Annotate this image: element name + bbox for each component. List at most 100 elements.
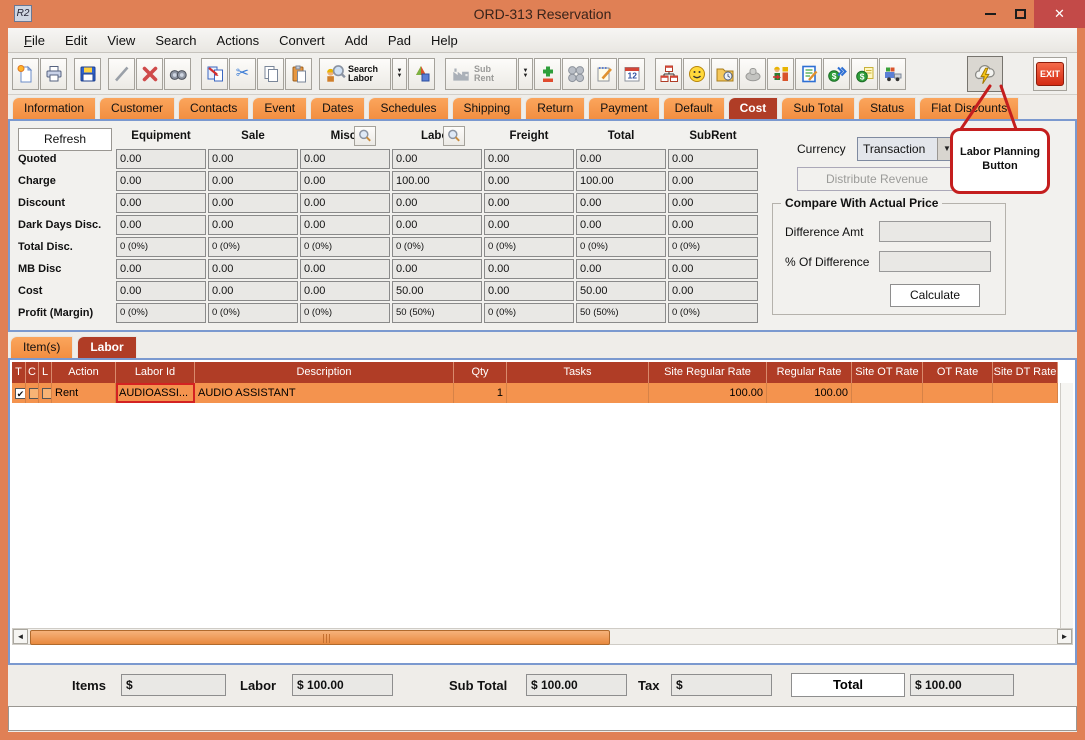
tab-schedules[interactable]: Schedules xyxy=(368,97,449,119)
tab-shipping[interactable]: Shipping xyxy=(451,97,523,119)
find-button[interactable] xyxy=(164,57,191,90)
search-labor-options-button[interactable]: ▼ ▼ xyxy=(392,57,407,90)
labor-cell-description[interactable]: AUDIO ASSISTANT xyxy=(195,383,454,403)
scrollbar-thumb[interactable] xyxy=(30,630,610,645)
labor-cell-site_dt_rate[interactable] xyxy=(993,383,1058,403)
labor-col-site_ot_rate[interactable]: Site OT Rate xyxy=(852,362,923,383)
labor-col-l[interactable]: L xyxy=(39,362,52,383)
tab-contacts[interactable]: Contacts xyxy=(178,97,250,119)
calculate-button[interactable]: Calculate xyxy=(890,284,980,307)
labor-planning-button[interactable] xyxy=(967,55,1003,92)
labor-col-site_dt_rate[interactable]: Site DT Rate xyxy=(993,362,1058,383)
maximize-button[interactable] xyxy=(1005,0,1035,28)
tab-event[interactable]: Event xyxy=(252,97,308,119)
cut-button[interactable]: ✂ xyxy=(229,57,256,90)
labor-col-regular_rate[interactable]: Regular Rate xyxy=(767,362,852,383)
tab-return[interactable]: Return xyxy=(525,97,586,119)
labor-cell-l-checkbox[interactable] xyxy=(39,383,52,403)
tab-flat-discounts[interactable]: Flat Discounts xyxy=(919,97,1020,119)
notes-button[interactable] xyxy=(590,57,617,90)
menu-convert[interactable]: Convert xyxy=(279,32,325,48)
cost-col-total: Total xyxy=(607,130,635,142)
paste-button[interactable] xyxy=(285,57,312,90)
tab-information[interactable]: Information xyxy=(12,97,97,119)
labor-cell-action[interactable]: Rent xyxy=(52,383,116,403)
menu-add[interactable]: Add xyxy=(344,32,368,48)
labor-cell-site_ot_rate[interactable] xyxy=(852,383,923,403)
tab-payment[interactable]: Payment xyxy=(588,97,660,119)
menu-edit[interactable]: Edit xyxy=(64,32,88,48)
tab-dates[interactable]: Dates xyxy=(310,97,366,119)
scroll-left-icon[interactable]: ◄ xyxy=(13,629,28,644)
calendar-button[interactable]: 12 xyxy=(618,57,645,90)
shipping-button[interactable] xyxy=(879,57,906,90)
edit-button[interactable] xyxy=(108,57,135,90)
save-button[interactable] xyxy=(74,57,101,90)
history-button[interactable] xyxy=(711,57,738,90)
group-button[interactable] xyxy=(562,57,589,90)
labor-cell-labor_id[interactable]: AUDIOASSI... xyxy=(116,383,195,403)
copy-order-button[interactable] xyxy=(201,57,228,90)
exit-button[interactable]: EXIT xyxy=(1033,56,1067,91)
org-chart-button[interactable] xyxy=(655,57,682,90)
labor-col-site_regular_rate[interactable]: Site Regular Rate xyxy=(649,362,767,383)
scroll-right-icon[interactable]: ► xyxy=(1057,629,1072,644)
labor-cell-tasks[interactable] xyxy=(507,383,649,403)
labor-col-c[interactable]: C xyxy=(26,362,39,383)
labor-col-t[interactable]: T xyxy=(12,362,26,383)
checkbox-icon[interactable] xyxy=(42,387,51,399)
labor-col-qty[interactable]: Qty xyxy=(454,362,507,383)
labor-cell-c-checkbox[interactable] xyxy=(26,383,39,403)
tab-status[interactable]: Status xyxy=(858,97,917,119)
menu-file[interactable]: File xyxy=(24,32,45,48)
misc-search-button[interactable] xyxy=(354,126,376,146)
labor-search-button[interactable] xyxy=(443,126,465,146)
tab-labor[interactable]: Labor xyxy=(77,336,137,358)
menu-pad[interactable]: Pad xyxy=(387,32,411,48)
copy-button[interactable] xyxy=(257,57,284,90)
menu-search[interactable]: Search xyxy=(155,32,197,48)
currency-select[interactable]: Transaction ▼ xyxy=(857,137,957,161)
new-button[interactable] xyxy=(12,57,39,90)
labor-cell-t-checkbox[interactable]: ✔ xyxy=(12,383,26,403)
labor-crew-button[interactable] xyxy=(767,57,794,90)
refresh-button[interactable]: Refresh xyxy=(18,128,112,151)
billing-button[interactable]: $ xyxy=(851,57,878,90)
labor-cell-site_regular_rate[interactable]: 100.00 xyxy=(649,383,767,403)
sub-rent-options-button[interactable]: ▼ ▼ xyxy=(518,57,533,90)
delete-button[interactable] xyxy=(136,57,163,90)
convert-button[interactable] xyxy=(408,57,435,90)
cost-cell: 0.00 xyxy=(300,281,390,301)
tab-default[interactable]: Default xyxy=(662,97,725,119)
tab-items[interactable]: Item(s) xyxy=(10,336,74,358)
tab-sub-total[interactable]: Sub Total xyxy=(781,97,856,119)
search-labor-button[interactable]: Search Labor xyxy=(319,57,391,90)
vertical-scrollbar[interactable] xyxy=(1060,383,1073,645)
labor-col-tasks[interactable]: Tasks xyxy=(507,362,649,383)
menu-actions[interactable]: Actions xyxy=(216,32,260,48)
post-charges-button[interactable]: $ xyxy=(823,57,850,90)
labor-cell-qty[interactable]: 1 xyxy=(454,383,507,403)
labor-cell-regular_rate[interactable]: 100.00 xyxy=(767,383,852,403)
tab-customer[interactable]: Customer xyxy=(99,97,176,119)
labor-col-description[interactable]: Description xyxy=(195,362,454,383)
checkbox-icon[interactable] xyxy=(29,387,38,399)
labor-col-action[interactable]: Action xyxy=(52,362,116,383)
minimize-button[interactable] xyxy=(975,0,1005,28)
cost-row-label: Quoted xyxy=(18,153,57,165)
labor-grid-row[interactable]: ✔ Rent AUDIOASSI... AUDIO ASSISTANT 1 100.00 1… xyxy=(12,383,1058,403)
print-button[interactable] xyxy=(40,57,67,90)
horizontal-scrollbar[interactable]: ◄ ► xyxy=(12,628,1073,645)
tab-cost[interactable]: Cost xyxy=(727,97,779,119)
labor-col-ot_rate[interactable]: OT Rate xyxy=(923,362,993,383)
percent-difference-field xyxy=(879,251,991,272)
edit-notes-button[interactable] xyxy=(795,57,822,90)
close-button[interactable]: ✕ xyxy=(1034,0,1085,28)
checkbox-icon[interactable]: ✔ xyxy=(15,387,25,399)
customer-button[interactable] xyxy=(683,57,710,90)
add-remove-button[interactable] xyxy=(534,57,561,90)
labor-col-labor_id[interactable]: Labor Id xyxy=(116,362,195,383)
labor-cell-ot_rate[interactable] xyxy=(923,383,993,403)
menu-view[interactable]: View xyxy=(107,32,136,48)
menu-help[interactable]: Help xyxy=(430,32,458,48)
